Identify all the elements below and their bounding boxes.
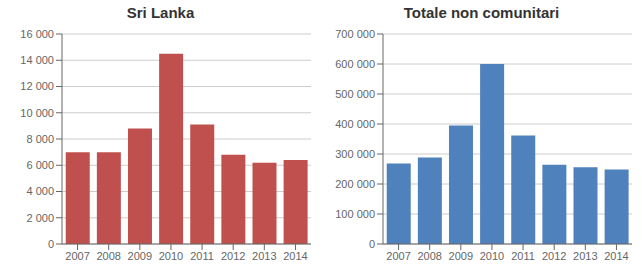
svg-text:300 000: 300 000 (335, 148, 375, 160)
svg-text:14 000: 14 000 (20, 54, 54, 66)
svg-text:700 000: 700 000 (335, 28, 375, 40)
svg-text:16 000: 16 000 (20, 28, 54, 40)
svg-text:8 000: 8 000 (26, 133, 54, 145)
svg-text:200 000: 200 000 (335, 178, 375, 190)
svg-text:2011: 2011 (190, 250, 214, 262)
svg-text:2009: 2009 (449, 250, 473, 262)
svg-text:100 000: 100 000 (335, 208, 375, 220)
html-text:Sri Lanka: Sri Lanka (126, 4, 195, 21)
svg-text:2012: 2012 (542, 250, 566, 262)
svg-text:2013: 2013 (252, 250, 276, 262)
svg-text:2010: 2010 (480, 250, 504, 262)
svg-text:2014: 2014 (283, 250, 307, 262)
svg-text:10 000: 10 000 (20, 107, 54, 119)
svg-text:2008: 2008 (96, 250, 120, 262)
svg-text:500 000: 500 000 (335, 88, 375, 100)
svg-text:12 000: 12 000 (20, 80, 54, 92)
svg-text:2 000: 2 000 (26, 212, 54, 224)
svg-text:400 000: 400 000 (335, 118, 375, 130)
svg-text:2013: 2013 (573, 250, 597, 262)
svg-text:2009: 2009 (128, 250, 152, 262)
svg-text:2014: 2014 (604, 250, 628, 262)
html-text:Totale non comunitari: Totale non comunitari (403, 4, 560, 21)
svg-text:2011: 2011 (511, 250, 535, 262)
svg-text:4 000: 4 000 (26, 185, 54, 197)
svg-text:2008: 2008 (417, 250, 441, 262)
svg-text:2012: 2012 (221, 250, 245, 262)
svg-text:6 000: 6 000 (26, 159, 54, 171)
svg-text:2007: 2007 (386, 250, 410, 262)
svg-text:2010: 2010 (159, 250, 183, 262)
svg-text:600 000: 600 000 (335, 58, 375, 70)
svg-text:0: 0 (48, 238, 54, 250)
svg-text:0: 0 (369, 238, 375, 250)
svg-text:2007: 2007 (65, 250, 89, 262)
